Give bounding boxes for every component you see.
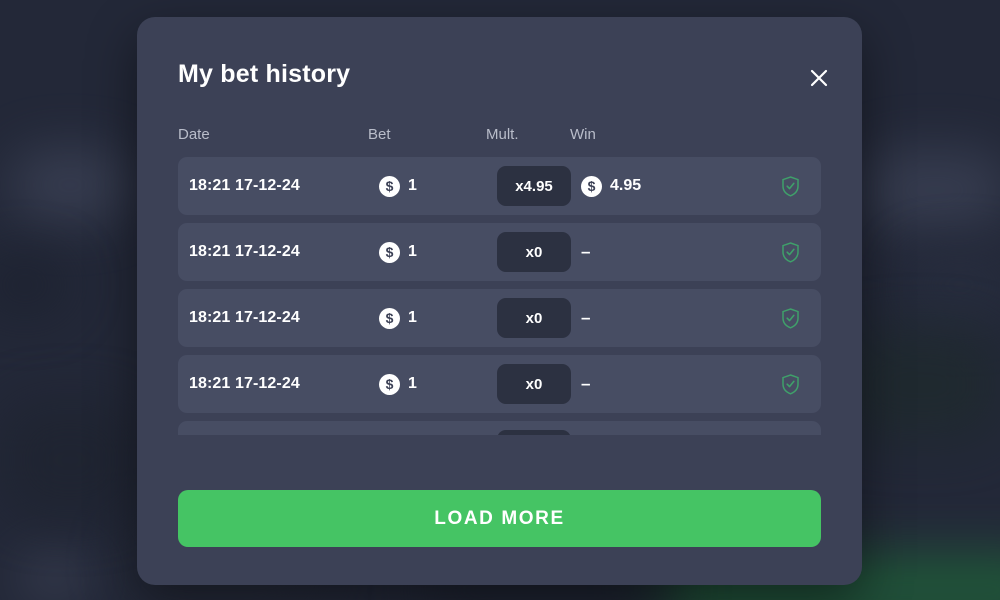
bet-rows-list: 18:21 17-12-24 $1 x4.95 $4.95 18:21 17-12-24… xyxy=(178,157,821,435)
bet-history-modal: My bet history Date Bet Mult. Win 18:21 … xyxy=(137,17,862,585)
verified-shield-icon xyxy=(781,307,799,329)
coin-icon: $ xyxy=(379,307,400,329)
table-header-row: Date Bet Mult. Win xyxy=(137,117,862,151)
bet-date: 18:21 17-12-24 xyxy=(189,243,300,260)
backdrop-shape xyxy=(0,400,140,520)
bet-amount: 1 xyxy=(408,309,417,326)
backdrop-shape xyxy=(0,255,70,315)
multiplier-badge: x4.95 xyxy=(497,166,571,206)
bet-amount-cell: $1 xyxy=(379,307,497,329)
multiplier-badge: x0 xyxy=(497,430,571,435)
backdrop-shape xyxy=(840,330,1000,440)
bet-rows-scroll-area[interactable]: 18:21 17-12-24 $1 x4.95 $4.95 18:21 17-12-24… xyxy=(178,157,821,437)
column-header-bet: Bet xyxy=(368,125,391,143)
win-amount: 4.95 xyxy=(610,177,642,194)
multiplier-badge: x0 xyxy=(497,298,571,338)
bet-amount: 1 xyxy=(408,243,417,260)
multiplier-badge: x0 xyxy=(497,364,571,404)
table-row[interactable]: 18:21 17-12-24$1x0– xyxy=(178,421,821,435)
modal-footer: LOAD MORE xyxy=(178,490,821,547)
column-header-win: Win xyxy=(570,125,596,143)
status-badge[interactable] xyxy=(761,175,819,197)
modal-header: My bet history xyxy=(137,17,862,117)
close-icon xyxy=(809,68,829,88)
multiplier-cell: x4.95 xyxy=(497,166,581,206)
bet-amount: 1 xyxy=(408,375,417,392)
page-title: My bet history xyxy=(178,60,351,88)
multiplier-cell: x0 xyxy=(497,364,581,404)
coin-icon: $ xyxy=(379,175,400,197)
bet-amount-cell: $1 xyxy=(379,373,497,395)
coin-icon: $ xyxy=(379,241,400,263)
column-header-mult: Mult. xyxy=(486,125,519,143)
coin-icon: $ xyxy=(581,175,602,197)
win-cell: – xyxy=(581,308,761,328)
table-row-partial[interactable]: 18:21 17-12-24$1x0– xyxy=(178,421,821,435)
close-button[interactable] xyxy=(804,63,834,93)
bet-amount: 1 xyxy=(408,177,417,194)
multiplier-cell: x0 xyxy=(497,232,581,272)
verified-shield-icon xyxy=(781,373,799,395)
win-cell: – xyxy=(581,374,761,394)
bet-date: 18:21 17-12-24 xyxy=(189,309,300,326)
bet-amount-cell: $1 xyxy=(379,241,497,263)
column-header-date: Date xyxy=(178,125,210,143)
bet-date: 18:21 17-12-24 xyxy=(189,177,300,194)
multiplier-badge: x0 xyxy=(497,232,571,272)
win-amount: – xyxy=(581,374,591,393)
verified-shield-icon xyxy=(781,241,799,263)
backdrop-shape xyxy=(10,150,130,220)
bet-date: 18:21 17-12-24 xyxy=(189,375,300,392)
bet-amount-cell: $1 xyxy=(379,175,497,197)
table-row[interactable]: 18:21 17-12-24 $1 x4.95 $4.95 xyxy=(178,157,821,215)
verified-shield-icon xyxy=(781,175,799,197)
status-badge[interactable] xyxy=(761,241,819,263)
status-badge[interactable] xyxy=(761,307,819,329)
multiplier-cell: x0 xyxy=(497,430,581,435)
win-amount: – xyxy=(581,242,591,261)
backdrop-shape xyxy=(20,555,90,600)
multiplier-cell: x0 xyxy=(497,298,581,338)
backdrop-shape xyxy=(860,150,1000,230)
win-amount: – xyxy=(581,308,591,327)
coin-icon: $ xyxy=(379,373,400,395)
load-more-button[interactable]: LOAD MORE xyxy=(178,490,821,547)
win-cell: $4.95 xyxy=(581,175,761,197)
win-cell: – xyxy=(581,242,761,262)
status-badge[interactable] xyxy=(761,373,819,395)
backdrop-shape xyxy=(900,250,1000,320)
